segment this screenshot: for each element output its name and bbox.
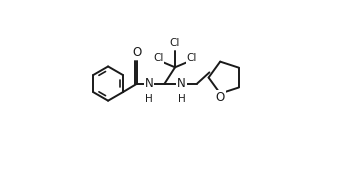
Text: Cl: Cl	[187, 53, 197, 63]
Text: Cl: Cl	[153, 53, 164, 63]
Text: N: N	[177, 77, 186, 90]
Text: O: O	[215, 91, 225, 104]
Text: N: N	[145, 77, 153, 90]
Text: O: O	[133, 46, 142, 59]
Text: H: H	[145, 94, 153, 104]
Text: Cl: Cl	[170, 38, 180, 48]
Text: H: H	[178, 94, 185, 104]
